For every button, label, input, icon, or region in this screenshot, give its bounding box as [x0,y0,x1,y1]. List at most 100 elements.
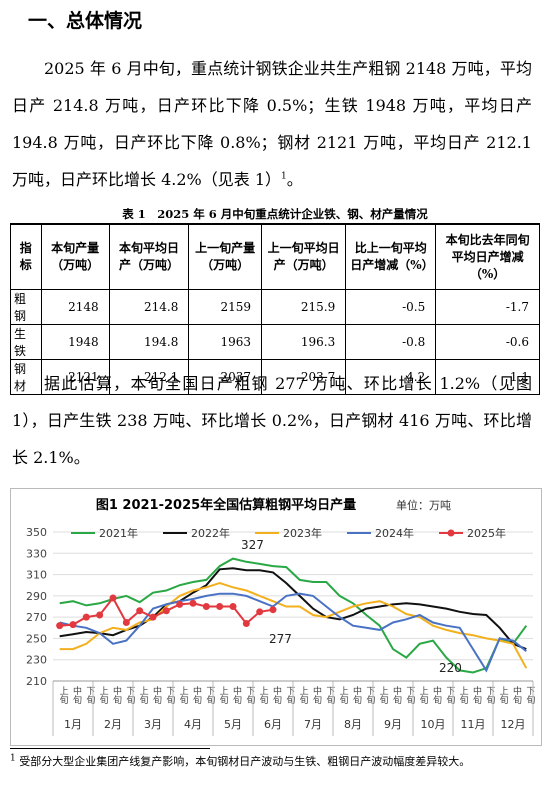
point [162,607,170,615]
x-tick-label: 中旬 [471,685,482,705]
point [269,606,277,614]
table-cell: 2159 [188,289,263,325]
x-tick-label: 下旬 [484,686,495,705]
x-tick-label: 下旬 [84,686,95,705]
x-tick-label: 上旬 [258,686,269,705]
x-group-label: 11月 [461,718,486,731]
x-tick-label: 下旬 [364,686,375,705]
x-tick-label: 上旬 [298,686,309,705]
table-cell: 196.3 [261,324,347,360]
chart-unit: 单位：万吨 [396,498,451,512]
x-tick-label: 上旬 [498,686,509,705]
x-group-label: 12月 [501,718,526,731]
x-tick-label: 下旬 [444,686,455,705]
y-tick-label: 210 [26,675,47,688]
point [176,600,184,608]
table-cell: -0.8 [345,324,437,360]
point [229,603,237,610]
annotation: 327 [241,538,264,552]
chart-title: 图1 2021-2025年全国估算粗钢平均日产量 [96,497,356,513]
footnote-text: 受部分大型企业集团产线复产影响，本旬钢材日产波动与生铁、粗钢日产波动幅度差异较大… [19,755,471,768]
table-row: 钢材 2121 212.1 2037 203.7 4.2 1.1 [10,359,540,395]
point [149,613,157,621]
x-group-label: 8月 [344,718,362,731]
x-tick-label: 下旬 [124,686,135,705]
x-tick-label: 中旬 [391,685,402,705]
x-group-label: 4月 [184,718,202,731]
table-header: 指标 本旬产量（万吨） 本旬平均日产（万吨） 上一旬产量（万吨） 上一旬平均日产（万吨）… [10,223,540,290]
point [96,611,104,619]
x-tick-label: 中旬 [191,685,202,705]
point [109,594,117,602]
table-cell: 4.2 [345,359,437,395]
x-tick-label: 上旬 [138,686,149,705]
table-cell: 212.1 [108,359,190,395]
table-cell: 214.8 [108,289,190,325]
y-tick-label: 230 [26,654,47,667]
table-cell: 粗钢 [10,289,42,325]
table-header-cell: 本旬比去年同旬平均日产增减（%） [435,223,540,290]
table-header-cell: 比上一旬平均日产增减（%） [345,223,437,290]
table-cell: 1948 [40,324,110,360]
series-line [59,582,528,669]
table-cell: 2148 [40,289,110,325]
annotation: 277 [269,632,292,646]
point [242,620,250,628]
x-group-label: 9月 [384,718,402,731]
paragraph: 2025 年 6 月中旬，重点统计钢铁企业共生产粗钢 2148 万吨，平均日产 … [12,50,532,198]
x-tick-label: 下旬 [524,686,535,705]
paragraph-end: 。 [286,170,303,189]
paragraph-text: 2025 年 6 月中旬，重点统计钢铁企业共生产粗钢 2148 万吨，平均日产 … [12,59,532,189]
x-tick-label: 上旬 [178,686,189,705]
y-tick-label: 310 [26,569,47,582]
table-header-cell: 指标 [10,223,42,290]
footnote-rule [10,748,210,749]
x-tick-label: 下旬 [404,686,415,705]
table-cell: 1963 [188,324,263,360]
y-tick-label: 270 [26,611,47,624]
x-tick-label: 中旬 [431,685,442,705]
chart: 图1 2021-2025年全国估算粗钢平均日产量 单位：万吨 210 230 250… [26,497,535,736]
x-tick-label: 上旬 [218,686,229,705]
table-header-cell: 本旬产量（万吨） [40,223,110,290]
chart-frame: 图1 2021-2025年全国估算粗钢平均日产量 单位：万吨 210 230 250… [10,488,542,746]
footnote-ref: 1 [281,171,287,182]
legend-label: 2021年 [99,526,138,540]
point [56,622,64,630]
legend-label: 2022年 [191,526,230,540]
point [256,608,264,616]
table-cell: -1.7 [435,289,540,325]
point [216,603,224,610]
table-cell: 215.9 [261,289,347,325]
x-tick-label: 上旬 [418,686,429,705]
x-group-label: 6月 [264,718,282,731]
x-tick-label: 中旬 [351,685,362,705]
series-line [59,567,527,651]
x-tick-label: 中旬 [511,685,522,705]
x-tick-label: 中旬 [271,685,282,705]
x-group-label: 5月 [224,718,242,731]
table-cell: 203.7 [261,359,347,395]
y-tick-label: 250 [26,632,47,645]
table-row: 粗钢 2148 214.8 2159 215.9 -0.5 -1.7 [10,289,540,325]
x-group-label: 1月 [64,718,82,731]
legend-label: 2025年 [467,526,506,540]
point [189,599,197,607]
x-tick-label: 下旬 [244,686,255,705]
x-tick-label: 下旬 [164,686,175,705]
x-tick-label: 下旬 [284,686,295,705]
table-cell: 1.1 [435,359,540,395]
legend-label: 2024年 [375,526,414,540]
y-tick-label: 330 [26,547,47,560]
x-tick-label: 中旬 [151,685,162,705]
point [69,621,77,629]
point [82,613,90,621]
footnote: 1 受部分大型企业集团产线复产影响，本旬钢材日产波动与生铁、粗钢日产波动幅度差异… [10,752,540,771]
table: 指标 本旬产量（万吨） 本旬平均日产（万吨） 上一旬产量（万吨） 上一旬平均日产（万吨）… [10,223,540,395]
x-tick-label: 上旬 [458,686,469,705]
legend-marker [447,529,455,537]
annotation: 220 [439,661,462,675]
x-tick-label: 上旬 [58,686,69,705]
x-group-label: 7月 [304,718,322,731]
